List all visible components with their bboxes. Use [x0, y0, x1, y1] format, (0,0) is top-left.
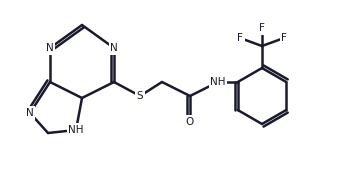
Text: N: N: [46, 43, 54, 53]
Text: NH: NH: [68, 125, 84, 135]
Text: S: S: [137, 91, 143, 101]
Text: N: N: [26, 108, 34, 118]
Text: F: F: [237, 33, 243, 43]
Text: O: O: [186, 117, 194, 127]
Text: F: F: [259, 23, 265, 33]
Text: N: N: [110, 43, 118, 53]
Text: F: F: [281, 33, 287, 43]
Text: NH: NH: [210, 77, 226, 87]
